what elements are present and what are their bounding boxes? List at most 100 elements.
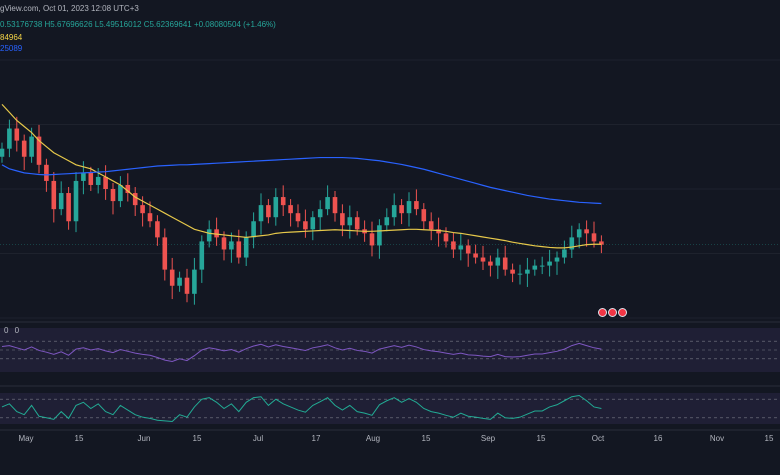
fast-ma-line xyxy=(1,103,602,249)
x-axis-tick-label: 17 xyxy=(312,434,321,443)
candle xyxy=(221,237,227,250)
candle xyxy=(488,261,493,266)
candle xyxy=(295,213,301,222)
fast-ma-legend: 84964 xyxy=(0,33,22,42)
candle xyxy=(384,217,390,226)
candle xyxy=(325,197,330,210)
x-axis-tick-label: 15 xyxy=(537,434,546,443)
flag-icon[interactable] xyxy=(598,308,607,317)
candle xyxy=(465,245,471,254)
candle xyxy=(391,205,397,218)
x-axis-tick-label: 15 xyxy=(75,434,84,443)
ohlc-values: 0.53176738 H5.67696626 L5.49516012 C5.62… xyxy=(0,20,276,29)
x-axis-tick-label: 16 xyxy=(654,434,663,443)
candle xyxy=(547,261,552,266)
x-axis-tick-label: Jul xyxy=(253,434,263,443)
slow-ma-value: 25089 xyxy=(0,44,23,53)
candle xyxy=(206,229,212,242)
candle xyxy=(95,176,101,185)
candle xyxy=(525,269,530,274)
candle xyxy=(236,241,242,258)
candle xyxy=(58,193,64,210)
fast-ma-value: 84964 xyxy=(0,33,23,42)
candle xyxy=(599,241,604,245)
candle xyxy=(532,265,538,270)
candle xyxy=(340,213,345,226)
candle xyxy=(510,269,515,274)
candle xyxy=(406,201,412,214)
candle xyxy=(103,176,108,189)
candle xyxy=(332,197,338,214)
candle xyxy=(0,148,5,157)
candle xyxy=(243,237,249,258)
candle xyxy=(473,253,478,258)
candle xyxy=(14,128,20,141)
candle xyxy=(66,193,71,222)
candle xyxy=(162,237,168,270)
flag-icon[interactable] xyxy=(608,308,617,317)
candle xyxy=(369,233,375,246)
candle xyxy=(399,205,404,214)
x-axis-tick-label: Oct xyxy=(592,434,605,443)
candle xyxy=(7,128,12,149)
candle xyxy=(495,257,501,266)
candle xyxy=(140,205,145,214)
candle xyxy=(273,197,279,218)
x-axis-tick-label: 15 xyxy=(765,434,774,443)
ohlc-legend: 0.53176738 H5.67696626 L5.49516012 C5.62… xyxy=(0,20,276,29)
indicator-pane-label: 0 0 xyxy=(4,326,22,335)
candle xyxy=(414,201,419,210)
candle xyxy=(21,140,27,157)
candle xyxy=(554,257,560,262)
candle xyxy=(51,180,57,210)
x-axis-tick-label: Jun xyxy=(138,434,151,443)
candle xyxy=(451,241,456,250)
oscillator-2-band xyxy=(0,393,780,424)
candle xyxy=(184,277,190,294)
candle xyxy=(421,209,427,222)
x-axis-tick-label: Nov xyxy=(710,434,724,443)
candle xyxy=(199,241,205,270)
chart-title: gView.com, Oct 01, 2023 12:08 UTC+3 xyxy=(0,4,139,13)
candle xyxy=(517,273,523,275)
oscillator-1-line xyxy=(1,342,602,362)
event-flags[interactable] xyxy=(598,308,628,318)
x-axis-tick-label: Aug xyxy=(366,434,380,443)
candle xyxy=(88,172,94,185)
candle xyxy=(110,189,116,202)
candle xyxy=(458,245,464,250)
candle xyxy=(258,205,264,222)
chart-header: gView.com, Oct 01, 2023 12:08 UTC+3 xyxy=(0,4,139,13)
candle xyxy=(132,193,138,206)
candle xyxy=(303,221,308,230)
oscillator-2-line xyxy=(1,394,602,423)
candle xyxy=(347,217,353,226)
candle xyxy=(73,180,79,222)
candle xyxy=(428,221,434,230)
slow-ma-legend: 25089 xyxy=(0,44,22,53)
candle xyxy=(576,229,582,238)
candle xyxy=(539,265,545,267)
candle xyxy=(251,221,256,238)
candle xyxy=(310,217,316,230)
candle xyxy=(229,241,234,250)
candle xyxy=(192,269,197,294)
candle xyxy=(280,197,286,206)
x-axis-tick-label: 15 xyxy=(422,434,431,443)
candle xyxy=(125,184,131,194)
candle xyxy=(591,233,597,242)
flag-icon[interactable] xyxy=(618,308,627,317)
x-axis-tick-label: May xyxy=(18,434,33,443)
candle xyxy=(436,229,441,234)
candle xyxy=(288,205,293,214)
candle xyxy=(480,257,486,262)
x-axis-tick-label: Sep xyxy=(481,434,496,443)
candle xyxy=(155,221,160,238)
candle xyxy=(266,205,271,218)
candle xyxy=(44,164,49,181)
candle xyxy=(214,229,219,238)
candle xyxy=(81,172,86,181)
candle xyxy=(562,249,567,258)
